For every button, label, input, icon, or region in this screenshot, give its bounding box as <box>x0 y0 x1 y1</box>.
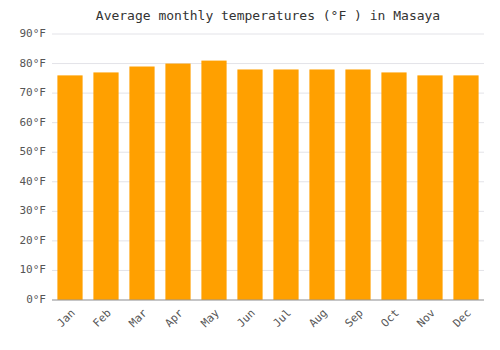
grid <box>52 34 484 300</box>
title: Average monthly temperatures (°F ) in Ma… <box>96 8 440 23</box>
x-tick-label: Jan <box>55 307 78 330</box>
x-tick-label: Sep <box>343 307 366 330</box>
bar <box>165 64 190 300</box>
bars <box>57 61 478 300</box>
x-tick-label: Jul <box>271 307 294 330</box>
x-tick-label: May <box>199 306 223 330</box>
bar <box>381 72 406 300</box>
y-tick-label: 30°F <box>20 204 47 217</box>
x-tick-label: Aug <box>307 307 330 330</box>
grid-line <box>52 63 484 64</box>
bar <box>309 69 334 300</box>
y-tick-label: 0°F <box>26 293 46 306</box>
x-tick-label: Dec <box>451 307 474 330</box>
y-tick-label: 70°F <box>20 86 47 99</box>
bar <box>201 61 226 300</box>
y-tick-label: 60°F <box>20 116 47 129</box>
x-tick-label: Jun <box>235 307 258 330</box>
y-tick-label: 10°F <box>20 263 47 276</box>
chart: 0°F 10°F 20°F 30°F 40°F 50°F 60°F 70°F 80°F 90°F J… <box>0 0 500 350</box>
x-tick-label: Oct <box>379 307 402 330</box>
bar <box>453 75 478 300</box>
grid-line <box>52 34 484 35</box>
x-axis-line <box>52 300 484 301</box>
bar <box>417 75 442 300</box>
bar <box>273 69 298 300</box>
y-tick-label: 50°F <box>20 145 47 158</box>
x-tick-label: Nov <box>415 306 439 330</box>
x-tick-label: Feb <box>91 307 114 330</box>
bar <box>129 67 154 300</box>
bar <box>345 69 370 300</box>
y-tick-label: 40°F <box>20 175 47 188</box>
y-tick-label: 80°F <box>20 57 47 70</box>
y-tick-label: 20°F <box>20 234 47 247</box>
bar <box>57 75 82 300</box>
bar <box>237 69 262 300</box>
x-tick-label: Mar <box>127 306 151 330</box>
y-tick-label: 90°F <box>20 27 47 40</box>
grid-line <box>52 300 484 301</box>
x-tick-label: Apr <box>163 306 187 330</box>
bar <box>93 72 118 300</box>
